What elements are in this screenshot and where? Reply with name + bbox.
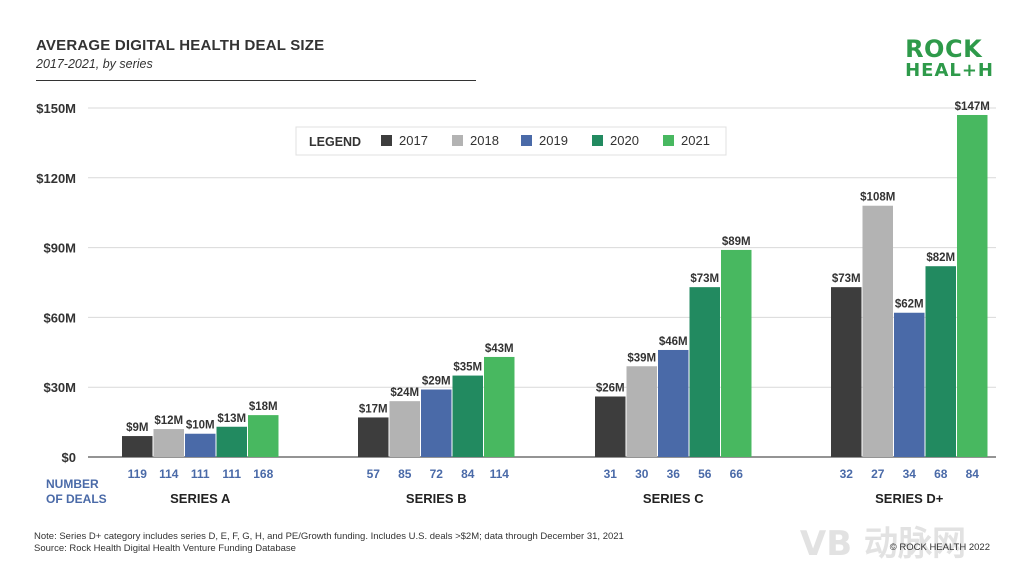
legend-box	[295, 126, 727, 156]
deal-count-label: 36	[667, 467, 681, 481]
bar-value-label: $24M	[390, 387, 419, 399]
deal-count-label: 56	[698, 467, 712, 481]
watermark: VB 动脉网	[799, 524, 966, 564]
deal-count-label: 85	[398, 467, 412, 481]
bar	[595, 396, 626, 457]
bar-value-label: $39M	[627, 352, 656, 364]
legend-label: 2018	[470, 133, 499, 148]
deal-count-label: 30	[635, 467, 649, 481]
bar-value-label: $26M	[596, 383, 625, 395]
category-label: SERIES C	[643, 491, 704, 506]
bar	[894, 312, 925, 457]
copyright: © ROCK HEALTH 2022	[889, 542, 990, 553]
bar-value-label: $9M	[126, 422, 148, 434]
bar-value-label: $147M	[955, 101, 990, 113]
bar	[925, 266, 956, 457]
footnote-note: Note: Series D+ category includes series…	[34, 531, 624, 542]
number-of-deals-label-line2: OF DEALS	[46, 492, 107, 506]
bar	[689, 287, 720, 457]
deal-count-label: 84	[966, 467, 980, 481]
bar-value-label: $62M	[895, 299, 924, 311]
bar-value-label: $10M	[186, 420, 215, 432]
logo-line-2: HEAL+H	[905, 60, 994, 81]
y-tick-label: $90M	[43, 241, 76, 256]
deal-count-label: 57	[367, 467, 381, 481]
bar-value-label: $73M	[690, 273, 719, 285]
legend-label: 2017	[399, 133, 428, 148]
bar	[248, 415, 279, 457]
legend-swatch	[663, 135, 674, 146]
deal-count-label: 111	[222, 467, 241, 481]
bar	[862, 205, 893, 457]
bar	[216, 426, 247, 457]
category-label: SERIES B	[406, 491, 467, 506]
bar-value-label: $12M	[154, 415, 183, 427]
category-label: SERIES A	[170, 491, 231, 506]
bar-value-label: $82M	[926, 252, 955, 264]
deal-count-label: 32	[840, 467, 854, 481]
legend-label: 2020	[610, 133, 639, 148]
bar	[484, 356, 515, 457]
bar	[452, 375, 483, 457]
legend-title: LEGEND	[309, 135, 361, 149]
bar-value-label: $43M	[485, 343, 514, 355]
bar-value-label: $29M	[422, 376, 451, 388]
footnote-source: Source: Rock Health Digital Health Ventu…	[34, 543, 296, 554]
chart-subtitle: 2017-2021, by series	[36, 57, 153, 71]
deal-count-label: 68	[934, 467, 948, 481]
bar	[957, 114, 988, 457]
bar	[389, 401, 420, 457]
bar-value-label: $46M	[659, 336, 688, 348]
category-label: SERIES D+	[875, 491, 944, 506]
bar	[185, 433, 216, 457]
footnote: Note: Series D+ category includes series…	[34, 531, 624, 555]
y-tick-label: $60M	[43, 310, 76, 325]
legend-label: 2021	[681, 133, 710, 148]
bar	[721, 249, 752, 457]
deal-count-label: 84	[461, 467, 475, 481]
deal-count-label: 114	[159, 467, 179, 481]
deal-count-label: 114	[490, 467, 510, 481]
y-tick-label: $120M	[36, 171, 76, 186]
number-of-deals-label-line1: NUMBER	[46, 477, 99, 491]
bar	[658, 349, 689, 457]
deal-count-label: 34	[903, 467, 917, 481]
legend-swatch	[521, 135, 532, 146]
chart-title: AVERAGE DIGITAL HEALTH DEAL SIZE	[36, 37, 325, 54]
bar	[358, 417, 389, 457]
legend-swatch	[592, 135, 603, 146]
rock-health-logo: ROCK HEAL+H	[905, 35, 994, 82]
deal-count-label: 31	[604, 467, 618, 481]
bar	[122, 436, 153, 457]
legend-swatch	[381, 135, 392, 146]
deal-count-label: 27	[871, 467, 885, 481]
y-tick-label: $30M	[43, 380, 76, 395]
bar-value-label: $35M	[453, 362, 482, 374]
bar	[153, 429, 184, 457]
y-tick-label: $150M	[36, 101, 76, 116]
bar-value-label: $13M	[217, 413, 246, 425]
deal-count-label: 72	[430, 467, 444, 481]
title-divider	[36, 80, 476, 81]
bar	[831, 287, 862, 457]
bar	[421, 389, 452, 457]
bar-value-label: $108M	[860, 192, 895, 204]
bar-value-label: $73M	[832, 273, 861, 285]
deal-count-label: 111	[191, 467, 210, 481]
deal-count-label: 168	[253, 467, 273, 481]
legend-label: 2019	[539, 133, 568, 148]
bar-value-label: $89M	[722, 236, 751, 248]
bar-value-label: $18M	[249, 401, 278, 413]
legend-swatch	[452, 135, 463, 146]
bar	[626, 366, 657, 457]
logo-line-1: ROCK	[905, 35, 983, 63]
y-tick-label: $0	[62, 450, 76, 465]
deal-count-label: 119	[128, 467, 148, 481]
deal-count-label: 66	[730, 467, 744, 481]
bar-value-label: $17M	[359, 403, 388, 415]
